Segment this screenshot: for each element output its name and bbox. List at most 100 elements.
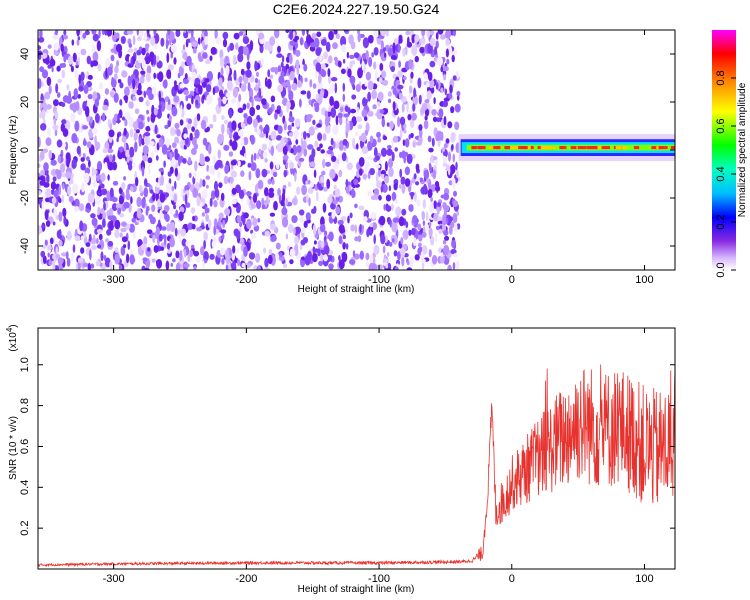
spectrogram-cell: [97, 206, 101, 216]
spectrogram-cell: [441, 147, 446, 152]
spectrogram-cell: [329, 96, 334, 106]
spectrogram-cell: [308, 126, 315, 136]
spectrogram-cell: [112, 180, 119, 186]
spectrogram-cell: [264, 230, 270, 237]
spectrogram-cell: [357, 235, 362, 243]
spectrogram-cell: [445, 38, 451, 46]
spectrogram-cell: [38, 36, 45, 43]
spectrogram-cell: [191, 96, 194, 105]
spectrogram-cell: [147, 247, 151, 252]
spectrogram-cell: [213, 200, 218, 208]
spectrogram-cell: [119, 82, 124, 89]
spectrogram-cell: [296, 186, 301, 196]
spectrogram-cell: [362, 145, 368, 155]
spectrogram-cell: [232, 87, 238, 98]
spectrogram-cell: [222, 31, 229, 40]
spectrogram-cell: [200, 246, 205, 256]
spectrogram-cell: [233, 228, 240, 237]
spectrogram-cell: [111, 196, 118, 203]
spectrogram-cell: [141, 197, 146, 209]
signal-band-peak: [471, 146, 475, 150]
spectrogram-cell: [319, 143, 323, 149]
spectrogram-cell: [241, 262, 246, 268]
spectrogram-cell: [184, 193, 188, 205]
spectrogram-cell: [328, 263, 334, 270]
spectrogram-cell: [158, 138, 164, 148]
spectrogram-cell: [71, 133, 78, 144]
spectrogram-cell: [316, 123, 322, 128]
spectrogram-cell: [171, 185, 175, 192]
spectrogram-cell: [40, 123, 47, 131]
spectrogram-cell: [188, 156, 192, 164]
spectrogram-cell: [170, 44, 177, 53]
x-tick-label: 100: [635, 573, 653, 585]
spectrogram-cell: [120, 227, 127, 233]
spectrogram-cell: [328, 231, 334, 242]
spectrogram-cell: [167, 120, 171, 128]
spectrogram-cell: [186, 55, 192, 66]
spectrogram-cell: [224, 208, 231, 216]
spectrogram-cell: [451, 239, 456, 249]
spectrogram-cell: [443, 192, 450, 201]
spectrogram-cell: [425, 211, 429, 222]
spectrogram-cell: [436, 206, 440, 215]
spectrogram-cell: [334, 188, 341, 198]
spectrogram-cell: [86, 141, 92, 149]
spectrogram-cell: [85, 242, 91, 247]
spectrogram-cell: [136, 196, 142, 208]
spectrogram-cell: [139, 30, 144, 37]
spectrogram-cell: [231, 199, 237, 205]
spectrogram-cell: [255, 83, 258, 92]
spectrogram-cell: [369, 135, 374, 144]
spectrogram-cell: [342, 93, 346, 102]
spectrogram-cell: [306, 30, 309, 35]
spectrogram-cell: [44, 91, 51, 100]
spectrogram-cell: [129, 254, 135, 265]
spectrogram-cell: [250, 217, 254, 223]
spectrogram-cell: [80, 163, 86, 171]
spectrogram-cell: [154, 124, 158, 135]
spectrogram-cell: [76, 145, 81, 155]
spectrogram-cell: [96, 160, 103, 172]
spectrogram-cell: [203, 231, 208, 241]
spectrogram-cell: [54, 110, 59, 120]
signal-band-peak: [543, 146, 549, 150]
spectrogram-cell: [117, 132, 120, 139]
spectrogram-cell: [323, 254, 328, 262]
spectrogram-cell: [354, 236, 359, 242]
spectrogram-cell: [146, 30, 150, 34]
spectrogram-cell: [182, 52, 188, 60]
spectrogram-cell: [271, 179, 275, 185]
spectrogram-cell: [250, 134, 255, 145]
spectrogram-cell: [386, 148, 393, 156]
spectrogram-cell: [262, 151, 268, 159]
spectrogram-cell: [231, 120, 237, 131]
spectrogram-cell: [60, 163, 66, 173]
spectrogram-cell: [347, 68, 352, 78]
spectrogram-cell: [119, 213, 125, 218]
spectrogram-cell: [367, 190, 372, 197]
spectrogram-cell: [128, 101, 134, 109]
spectrogram-cell: [239, 149, 244, 156]
spectrogram-cell: [451, 144, 454, 151]
spectrogram-cell: [335, 115, 339, 126]
spectrogram-cell: [140, 243, 147, 251]
spectrogram-cell: [117, 207, 122, 214]
spectrogram-cell: [435, 117, 441, 123]
spectrogram-cell: [201, 40, 205, 48]
spectrogram-cell: [183, 30, 187, 33]
spectrogram-cell: [80, 48, 87, 56]
spectrogram-cell: [330, 83, 335, 92]
spectrogram-cell: [42, 255, 47, 264]
spectrogram-cell: [263, 267, 271, 270]
spectrogram-cell: [375, 172, 379, 183]
spectrogram-cell: [130, 185, 134, 192]
spectrogram-cell: [300, 90, 307, 95]
spectrogram-cell: [367, 156, 373, 161]
spectrogram-cell: [84, 167, 91, 175]
spectrogram-cell: [400, 237, 404, 245]
spectrogram-cell: [355, 84, 361, 92]
spectrogram-cell: [397, 43, 401, 54]
spectrogram-cell: [107, 174, 110, 181]
spectrogram-cell: [283, 263, 288, 269]
